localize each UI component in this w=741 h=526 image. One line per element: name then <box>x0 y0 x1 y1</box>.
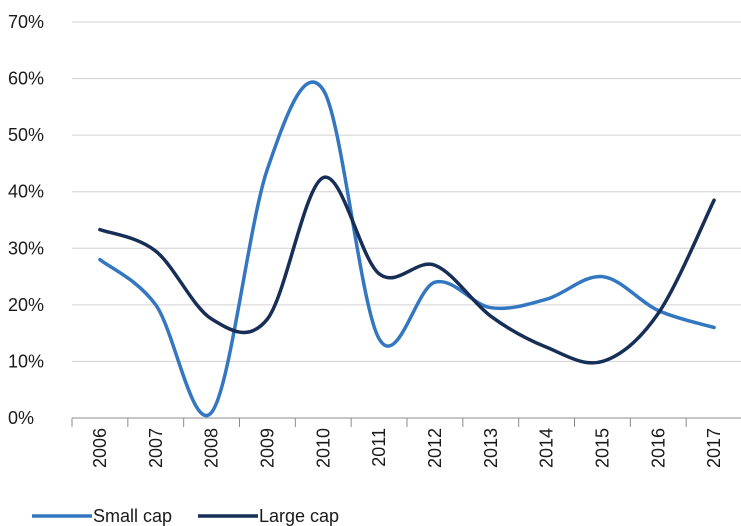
x-tick-label: 2017 <box>704 428 724 468</box>
legend-label-large-cap: Large cap <box>259 506 339 526</box>
y-tick-label: 50% <box>8 125 44 145</box>
y-tick-label: 10% <box>8 351 44 371</box>
legend: Small cap Large cap <box>32 506 339 526</box>
y-tick-label: 70% <box>8 12 44 32</box>
y-tick-label: 40% <box>8 182 44 202</box>
legend-label-small-cap: Small cap <box>93 506 172 526</box>
series-line-small-cap <box>98 80 716 418</box>
y-tick-label: 60% <box>8 69 44 89</box>
gridlines <box>72 21 741 419</box>
x-tick-label: 2015 <box>592 428 612 468</box>
y-tick-label: 20% <box>8 295 44 315</box>
series-lines <box>98 80 716 418</box>
x-tick-label: 2010 <box>313 428 333 468</box>
series-line-large-cap <box>98 175 716 365</box>
x-tick-label: 2011 <box>369 428 389 467</box>
x-tick-label: 2013 <box>481 428 501 468</box>
x-tick-label: 2014 <box>537 428 557 468</box>
x-tick-label: 2012 <box>425 428 445 468</box>
x-tick-label: 2006 <box>90 428 110 468</box>
y-axis: 0% 10% 20% 30% 40% 50% 60% 70% <box>8 12 44 428</box>
x-tick-label: 2007 <box>146 428 166 468</box>
y-tick-label: 30% <box>8 238 44 258</box>
x-axis: 2006 2007 2008 2009 2010 2011 2012 2013 2014 2015… <box>71 418 724 468</box>
x-tick-label: 2009 <box>257 428 277 468</box>
x-tick-label: 2008 <box>202 428 222 468</box>
y-tick-label: 0% <box>8 408 34 428</box>
x-tick-label: 2016 <box>648 428 668 468</box>
